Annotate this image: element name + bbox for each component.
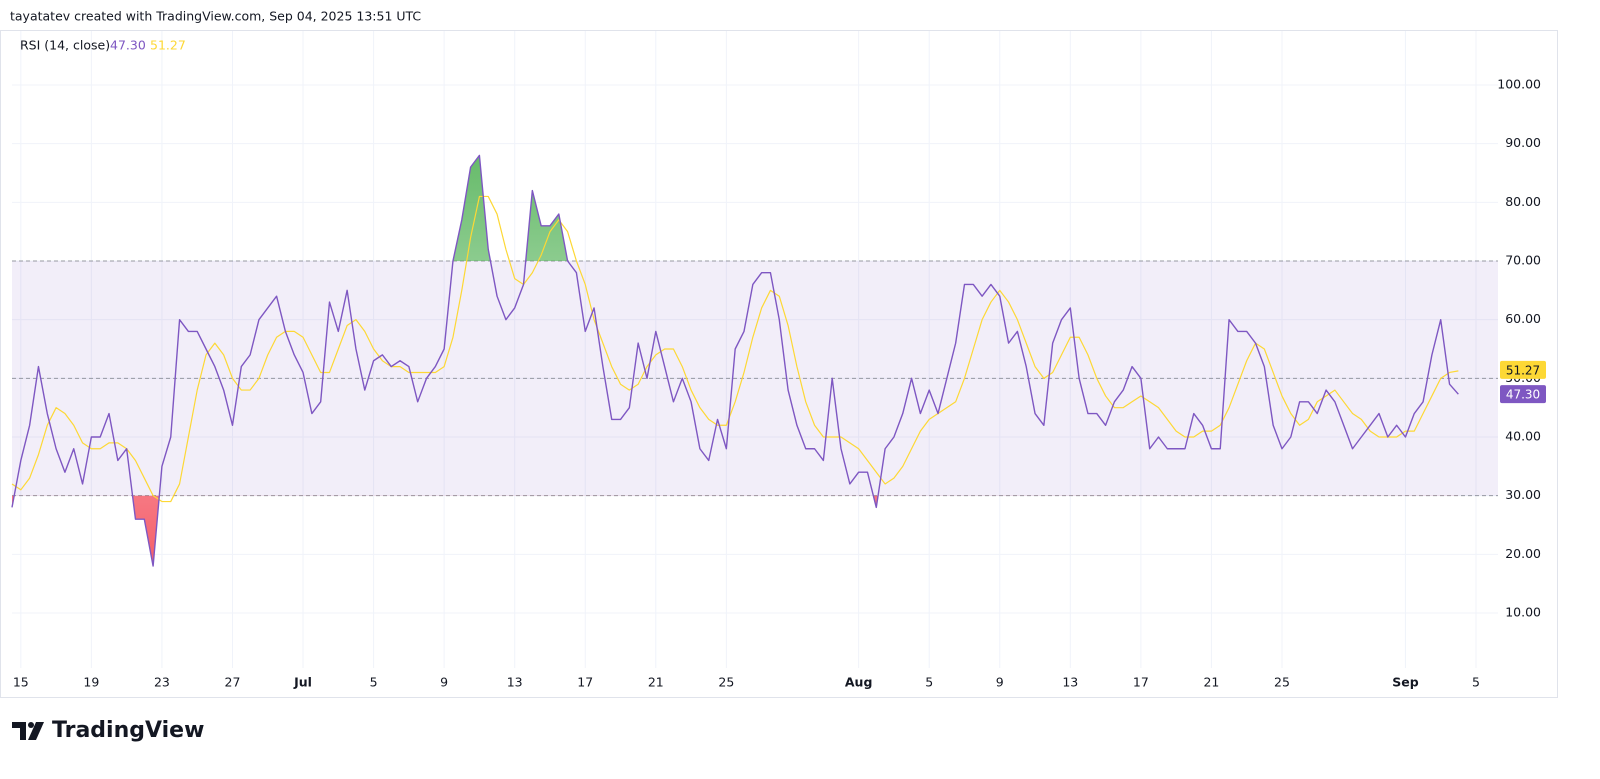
legend-title: RSI (14, close) bbox=[20, 38, 110, 53]
oversold-fill bbox=[12, 495, 1459, 567]
rsi-line bbox=[11, 154, 1459, 567]
x-tick-label: 5 bbox=[370, 675, 378, 690]
y-tick-label: 60.00 bbox=[1505, 311, 1541, 326]
y-tick-label: 70.00 bbox=[1505, 252, 1541, 267]
value-badge bbox=[1500, 385, 1546, 404]
x-tick-label: Sep bbox=[1392, 675, 1418, 690]
y-tick-label: 10.00 bbox=[1505, 605, 1541, 620]
header: tayatatev created with TradingView.com, … bbox=[10, 9, 421, 24]
value-badge-label: 51.27 bbox=[1506, 363, 1540, 377]
x-tick-label: 23 bbox=[154, 675, 170, 690]
brand-logo bbox=[12, 722, 44, 740]
x-tick-label: 5 bbox=[925, 675, 933, 690]
x-tick-label: 13 bbox=[1062, 675, 1078, 690]
x-tick-label: 21 bbox=[1203, 675, 1219, 690]
y-tick-label: 100.00 bbox=[1497, 76, 1541, 91]
x-tick-label: 15 bbox=[13, 675, 29, 690]
x-tick-label: 17 bbox=[1133, 675, 1149, 690]
pane-border bbox=[0, 30, 1558, 698]
y-tick-label: 80.00 bbox=[1505, 194, 1541, 209]
y-tick-label: 20.00 bbox=[1505, 546, 1541, 561]
x-tick-label: 9 bbox=[440, 675, 448, 690]
value-badge bbox=[1500, 360, 1546, 379]
x-tick-label: 13 bbox=[507, 675, 523, 690]
x-tick-label: 9 bbox=[996, 675, 1004, 690]
y-tick-label: 40.00 bbox=[1505, 429, 1541, 444]
x-tick-label: 27 bbox=[225, 675, 241, 690]
x-tick-label: 17 bbox=[577, 675, 593, 690]
legend-value: 47.30 bbox=[110, 38, 146, 53]
legend-value: 51.27 bbox=[150, 38, 186, 53]
x-tick-label: 25 bbox=[1274, 675, 1290, 690]
x-tick-label: 25 bbox=[718, 675, 734, 690]
brand-name: TradingView bbox=[52, 718, 204, 743]
x-tick-label: 21 bbox=[648, 675, 664, 690]
x-tick-label: Aug bbox=[845, 675, 873, 690]
y-tick-label: 30.00 bbox=[1505, 487, 1541, 502]
x-tick-label: Jul bbox=[293, 675, 312, 690]
y-tick-label: 90.00 bbox=[1505, 135, 1541, 150]
x-tick-label: 5 bbox=[1472, 675, 1480, 690]
x-tick-label: 19 bbox=[83, 675, 99, 690]
rsi-ma-line bbox=[11, 195, 1459, 503]
value-badge-label: 47.30 bbox=[1506, 388, 1540, 402]
